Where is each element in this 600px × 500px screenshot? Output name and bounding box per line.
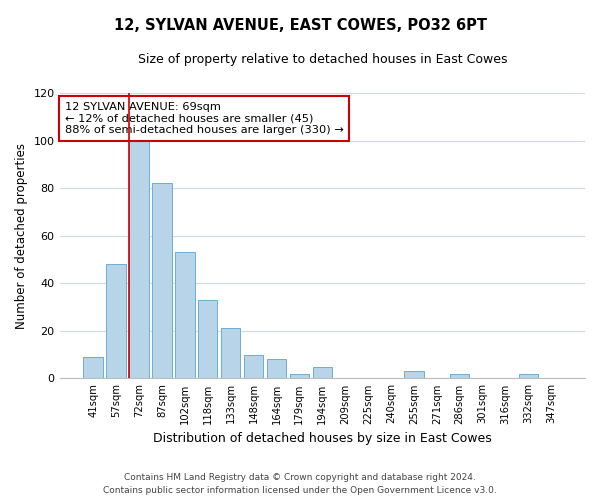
Bar <box>244 354 263 378</box>
X-axis label: Distribution of detached houses by size in East Cowes: Distribution of detached houses by size … <box>153 432 491 445</box>
Text: Contains HM Land Registry data © Crown copyright and database right 2024.
Contai: Contains HM Land Registry data © Crown c… <box>103 474 497 495</box>
Bar <box>221 328 241 378</box>
Bar <box>175 252 194 378</box>
Bar <box>267 360 286 378</box>
Bar <box>450 374 469 378</box>
Bar <box>152 184 172 378</box>
Bar <box>313 366 332 378</box>
Text: 12 SYLVAN AVENUE: 69sqm
← 12% of detached houses are smaller (45)
88% of semi-de: 12 SYLVAN AVENUE: 69sqm ← 12% of detache… <box>65 102 344 135</box>
Bar <box>106 264 126 378</box>
Bar <box>290 374 309 378</box>
Title: Size of property relative to detached houses in East Cowes: Size of property relative to detached ho… <box>137 52 507 66</box>
Bar <box>404 372 424 378</box>
Bar <box>83 357 103 378</box>
Bar <box>519 374 538 378</box>
Bar <box>198 300 217 378</box>
Bar <box>129 140 149 378</box>
Text: 12, SYLVAN AVENUE, EAST COWES, PO32 6PT: 12, SYLVAN AVENUE, EAST COWES, PO32 6PT <box>113 18 487 32</box>
Y-axis label: Number of detached properties: Number of detached properties <box>15 142 28 328</box>
